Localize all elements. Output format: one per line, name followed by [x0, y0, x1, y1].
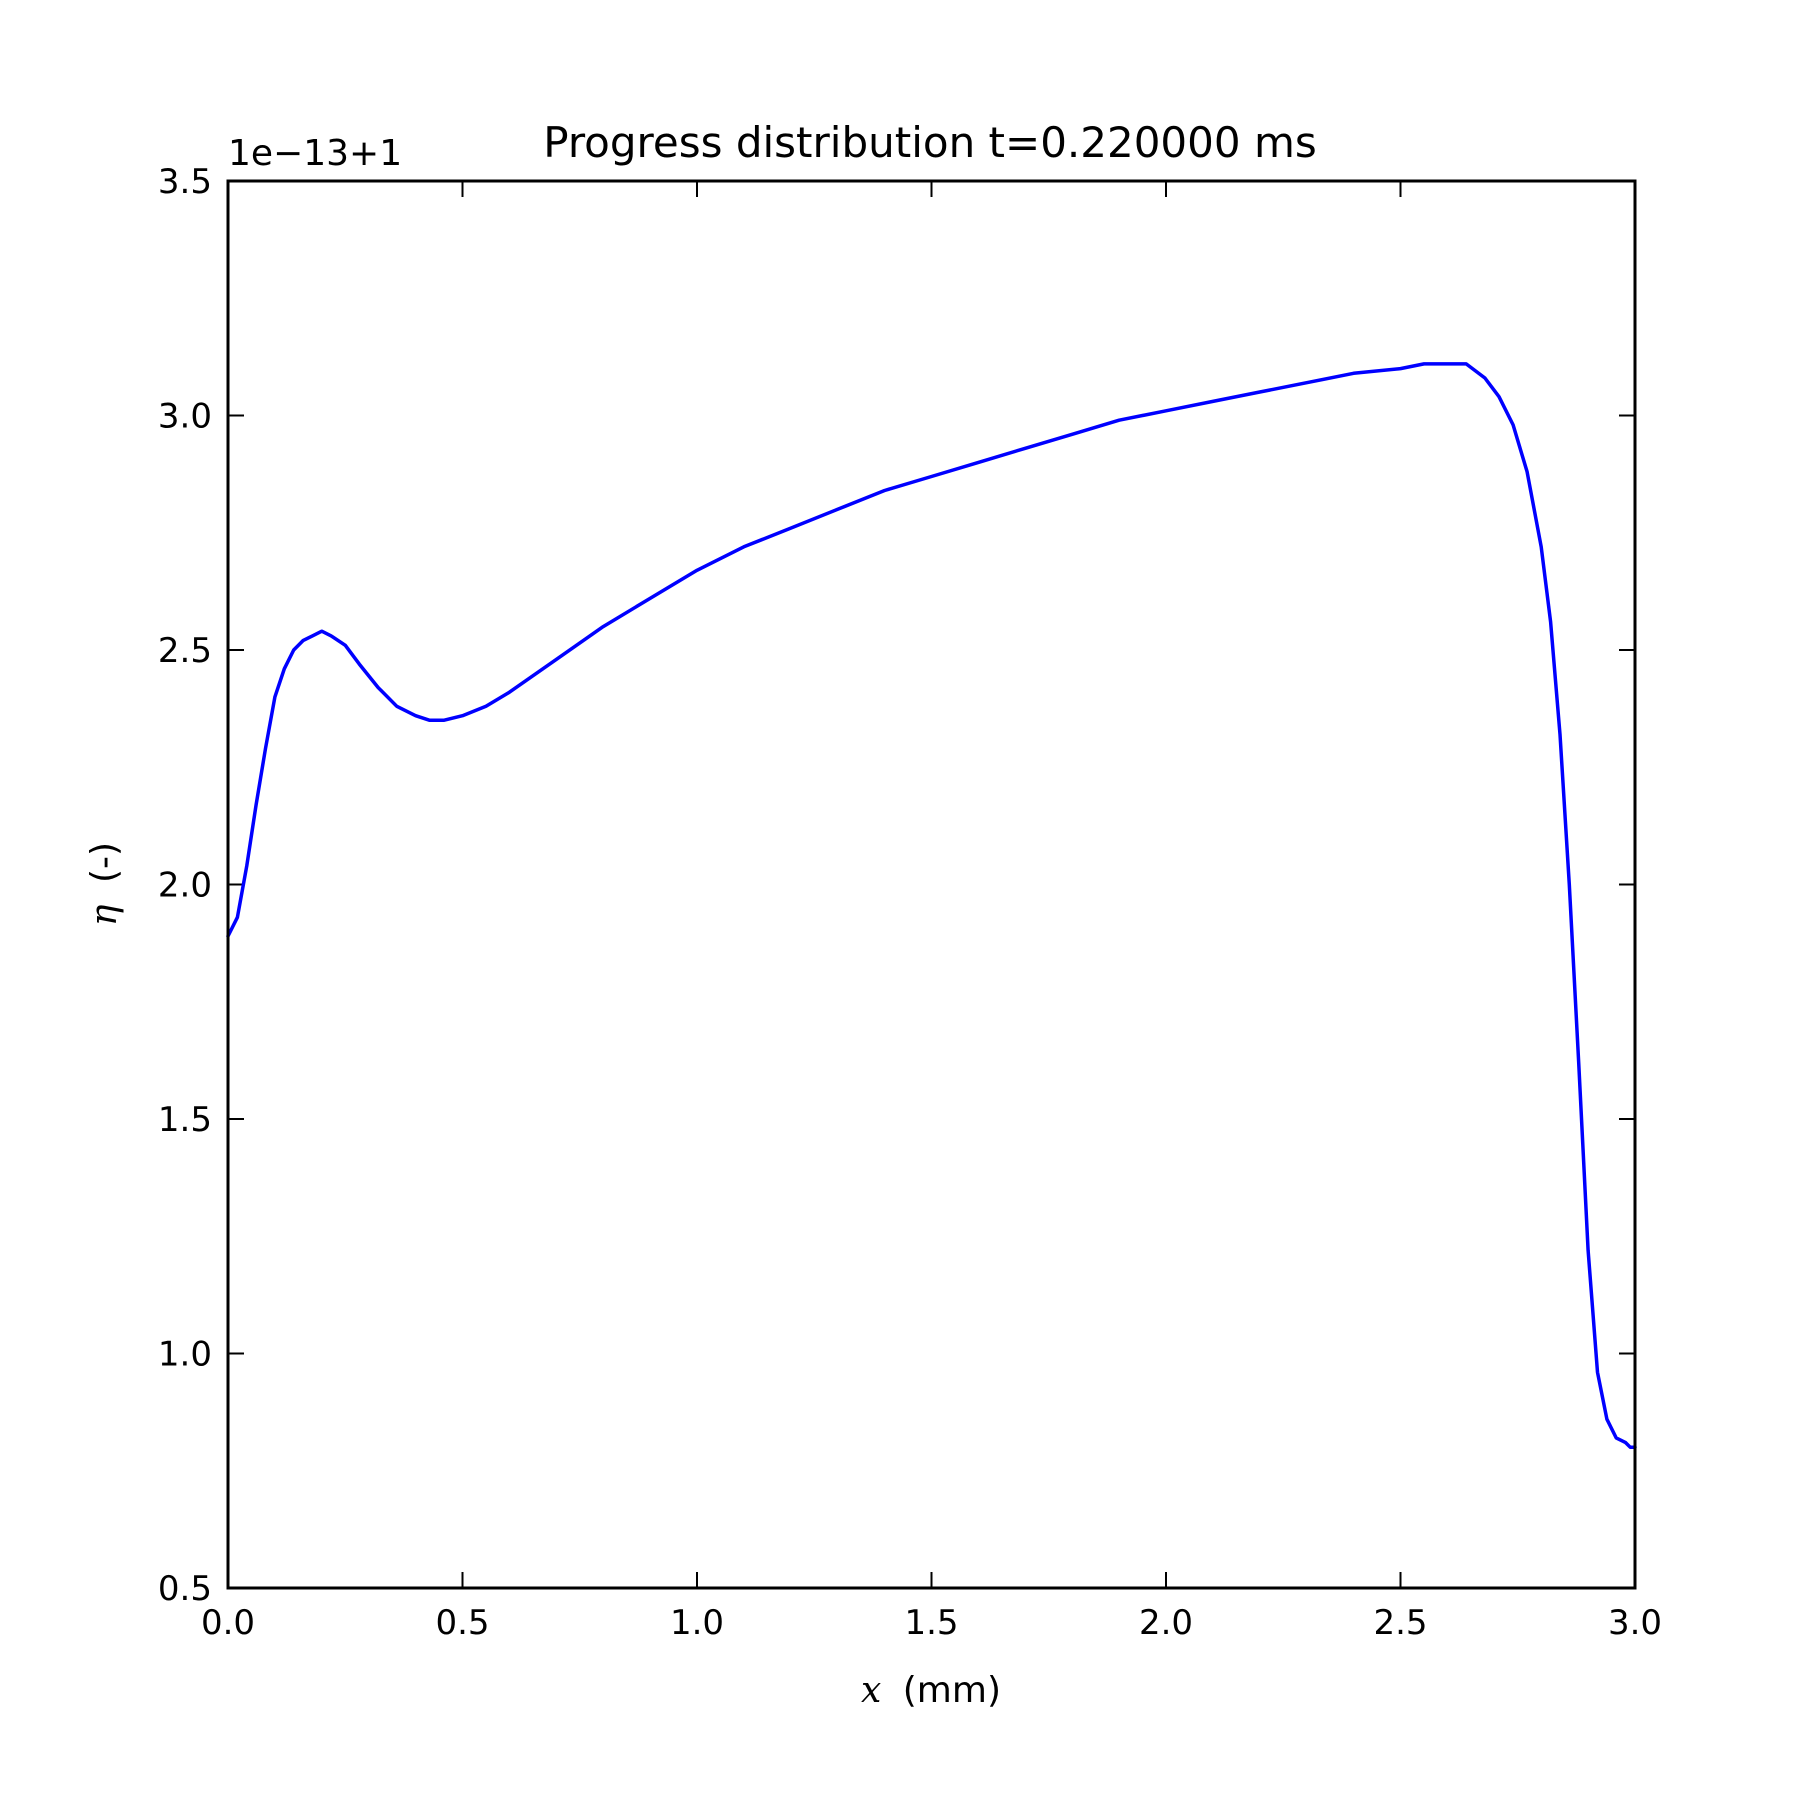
y-axis-ticks: 0.5 1.0 1.5 2.0 2.5 3.0 3.5	[158, 162, 1635, 1609]
y-axis-label: η (-)	[84, 842, 125, 926]
x-tick-label: 2.0	[1139, 1603, 1193, 1643]
series-line	[226, 362, 1637, 1450]
x-tick-label: 3.0	[1608, 1603, 1662, 1643]
y-tick-label: 3.5	[158, 162, 212, 202]
y-offset-label: 1e−13+1	[228, 133, 402, 174]
x-tick-label: 0.0	[201, 1603, 255, 1643]
x-axis-label-symbol: x	[861, 1670, 881, 1711]
x-tick-label: 1.5	[904, 1603, 958, 1643]
x-axis-label: x (mm)	[861, 1670, 1001, 1711]
plot-frame	[226, 179, 1637, 1590]
x-tick-label: 0.5	[435, 1603, 489, 1643]
x-axis-label-unit: (mm)	[903, 1670, 1001, 1711]
x-tick-label: 2.5	[1373, 1603, 1427, 1643]
chart-title: Progress distribution t=0.220000 ms	[543, 118, 1317, 167]
y-axis-label-symbol: η	[84, 904, 125, 926]
x-axis-ticks: 0.0 0.5 1.0 1.5 2.0 2.5 3.0	[201, 181, 1662, 1643]
y-tick-label: 2.5	[158, 631, 212, 671]
y-tick-label: 1.0	[158, 1335, 212, 1375]
y-tick-label: 2.0	[158, 866, 212, 906]
y-tick-label: 1.5	[158, 1100, 212, 1140]
y-tick-label: 3.0	[158, 397, 212, 437]
x-tick-label: 1.0	[670, 1603, 724, 1643]
y-tick-label: 0.5	[158, 1569, 212, 1609]
y-axis-label-unit: (-)	[84, 842, 125, 883]
